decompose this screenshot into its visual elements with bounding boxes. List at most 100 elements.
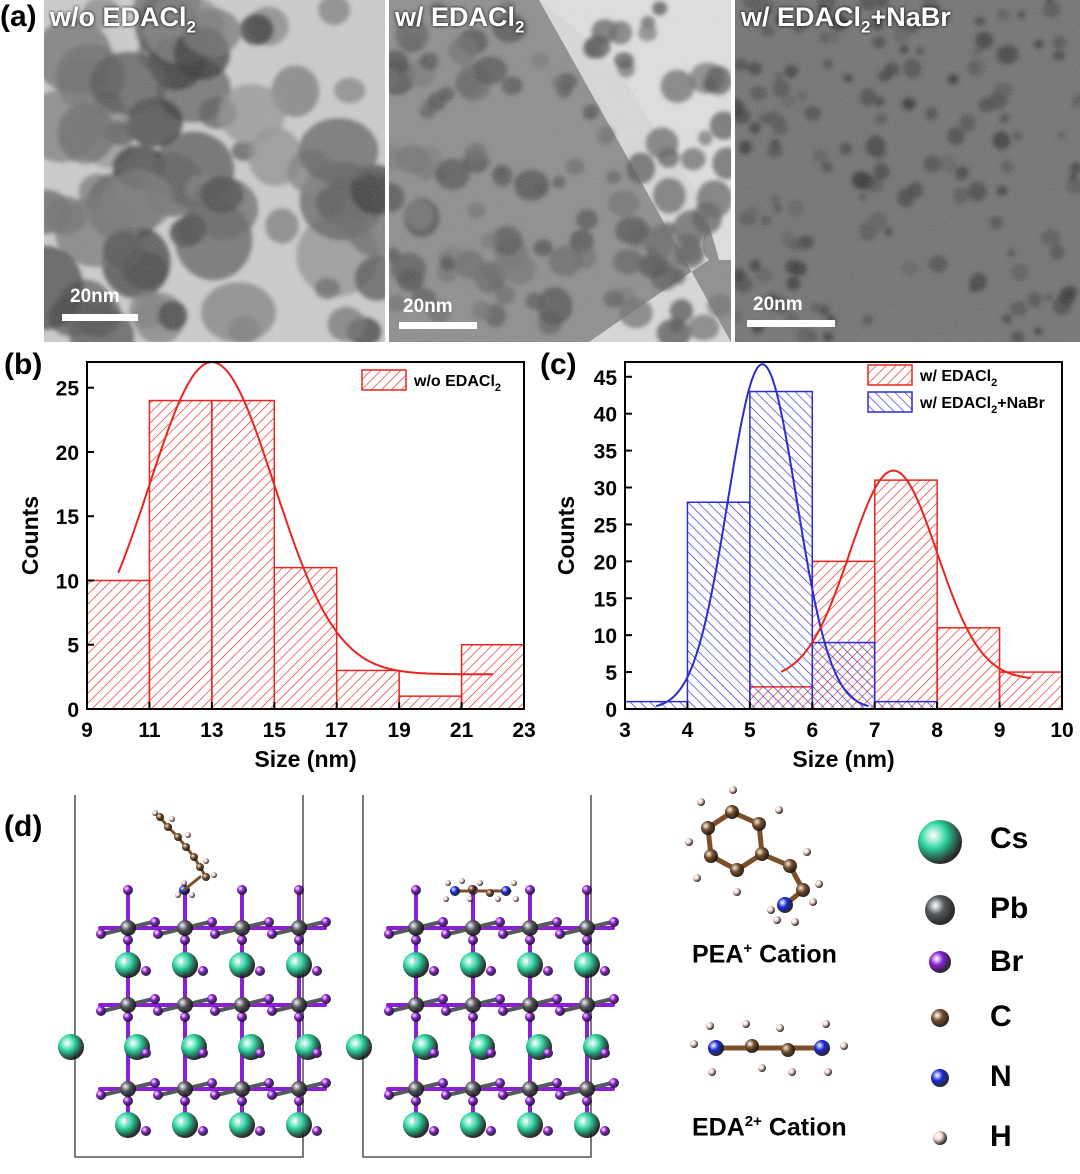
h-atom	[803, 848, 811, 856]
br-atom	[495, 917, 505, 927]
h-atom	[773, 916, 781, 924]
br-atom	[237, 1096, 247, 1106]
y-tick-label: 30	[594, 478, 617, 501]
plot-frame	[86, 361, 525, 710]
x-tick-label: 6	[806, 719, 818, 742]
h-legend-swatch	[933, 1131, 947, 1145]
scale-bar	[747, 320, 835, 327]
pb-atom	[291, 1081, 307, 1097]
br-atom	[321, 994, 331, 1004]
br-atom	[123, 935, 133, 945]
histogram-bar	[211, 399, 276, 710]
x-tick-label: 23	[512, 719, 535, 742]
y-tick-label: 15	[594, 588, 618, 611]
histogram-bar	[749, 390, 814, 710]
h-atom	[181, 880, 187, 886]
c-atom	[196, 863, 204, 871]
atom-legend-swatches	[918, 820, 962, 1145]
pb-atom	[408, 997, 424, 1013]
br-atom	[180, 1096, 190, 1106]
histogram-bar	[873, 700, 938, 710]
h-atom	[693, 874, 701, 882]
n-legend-swatch	[931, 1069, 949, 1087]
pb-atom	[120, 920, 136, 936]
h-atom	[729, 786, 737, 794]
br-atom	[96, 1090, 106, 1100]
br-atom	[543, 1048, 553, 1058]
bond	[182, 875, 202, 892]
br-atom	[609, 1078, 619, 1088]
pb-atom	[291, 920, 307, 936]
c-atom	[783, 859, 797, 873]
h-atom	[733, 888, 741, 896]
n-atom	[777, 897, 793, 913]
cs-atom	[403, 952, 429, 978]
br-atom	[153, 929, 163, 939]
cs-atom	[172, 1112, 198, 1138]
br-atom	[429, 1126, 439, 1136]
cs-atom	[229, 952, 255, 978]
br-atom	[150, 917, 160, 927]
br-atom	[150, 994, 160, 1004]
pb-atom	[465, 1081, 481, 1097]
n-atom	[501, 886, 511, 896]
x-tick-label: 4	[682, 719, 694, 742]
pb-atom	[234, 997, 250, 1013]
x-tick-label: 19	[387, 719, 410, 742]
br-atom	[198, 1126, 208, 1136]
h-atom	[815, 880, 823, 888]
tem-noise	[389, 0, 731, 342]
h-atom	[511, 880, 517, 886]
cs-atom	[517, 1112, 543, 1138]
c-atom	[730, 863, 744, 877]
br-atom	[153, 1090, 163, 1100]
br-atom	[555, 1090, 565, 1100]
cs-legend-swatch	[918, 820, 962, 864]
histogram-without-edacl2: 9 11 13 15 17 19 21 23 0 5 10 15 20 25 Size (nm) Counts…	[17, 360, 536, 772]
br-atom	[180, 1012, 190, 1022]
br-atom	[609, 994, 619, 1004]
x-tick-label: 13	[200, 719, 223, 742]
br-atom	[312, 966, 322, 976]
h-atom	[809, 898, 817, 906]
h-atom	[459, 878, 465, 884]
br-atom	[123, 1012, 133, 1022]
br-atom	[555, 1006, 565, 1016]
cs-atom	[115, 952, 141, 978]
y-tick-label: 5	[605, 662, 617, 685]
br-atom	[498, 1006, 508, 1016]
pb-atom	[234, 920, 250, 936]
cs-atom	[346, 1034, 372, 1060]
br-atom	[600, 1126, 610, 1136]
cs-atom	[403, 1112, 429, 1138]
br-atom	[321, 1078, 331, 1088]
h-atom	[175, 892, 181, 898]
histogram-bar	[335, 669, 400, 710]
br-atom	[237, 935, 247, 945]
br-atom	[237, 885, 247, 895]
eda-cation-label: EDA2+ Cation	[692, 1113, 847, 1142]
br-atom	[267, 929, 277, 939]
pb-atom	[522, 920, 538, 936]
h-atom	[791, 918, 799, 926]
h-atom	[776, 1024, 784, 1032]
atom-label-c: C	[990, 1000, 1012, 1033]
pb-atom	[120, 997, 136, 1013]
br-atom	[207, 917, 217, 927]
br-atom	[582, 935, 592, 945]
h-atom	[824, 1068, 832, 1076]
x-tick-label: 8	[931, 719, 943, 742]
c-atom	[755, 847, 769, 861]
cs-atom	[517, 952, 543, 978]
histogram-bar	[873, 479, 938, 710]
br-atom	[543, 966, 553, 976]
histogram-bar	[148, 399, 213, 710]
tem-image-title: w/ EDACl2+NaBr	[741, 2, 951, 37]
br-atom	[198, 966, 208, 976]
y-tick-label: 0	[605, 699, 617, 722]
br-atom	[141, 1126, 151, 1136]
br-atom	[438, 917, 448, 927]
pb-atom	[177, 997, 193, 1013]
y-axis-label: Counts	[553, 496, 579, 575]
